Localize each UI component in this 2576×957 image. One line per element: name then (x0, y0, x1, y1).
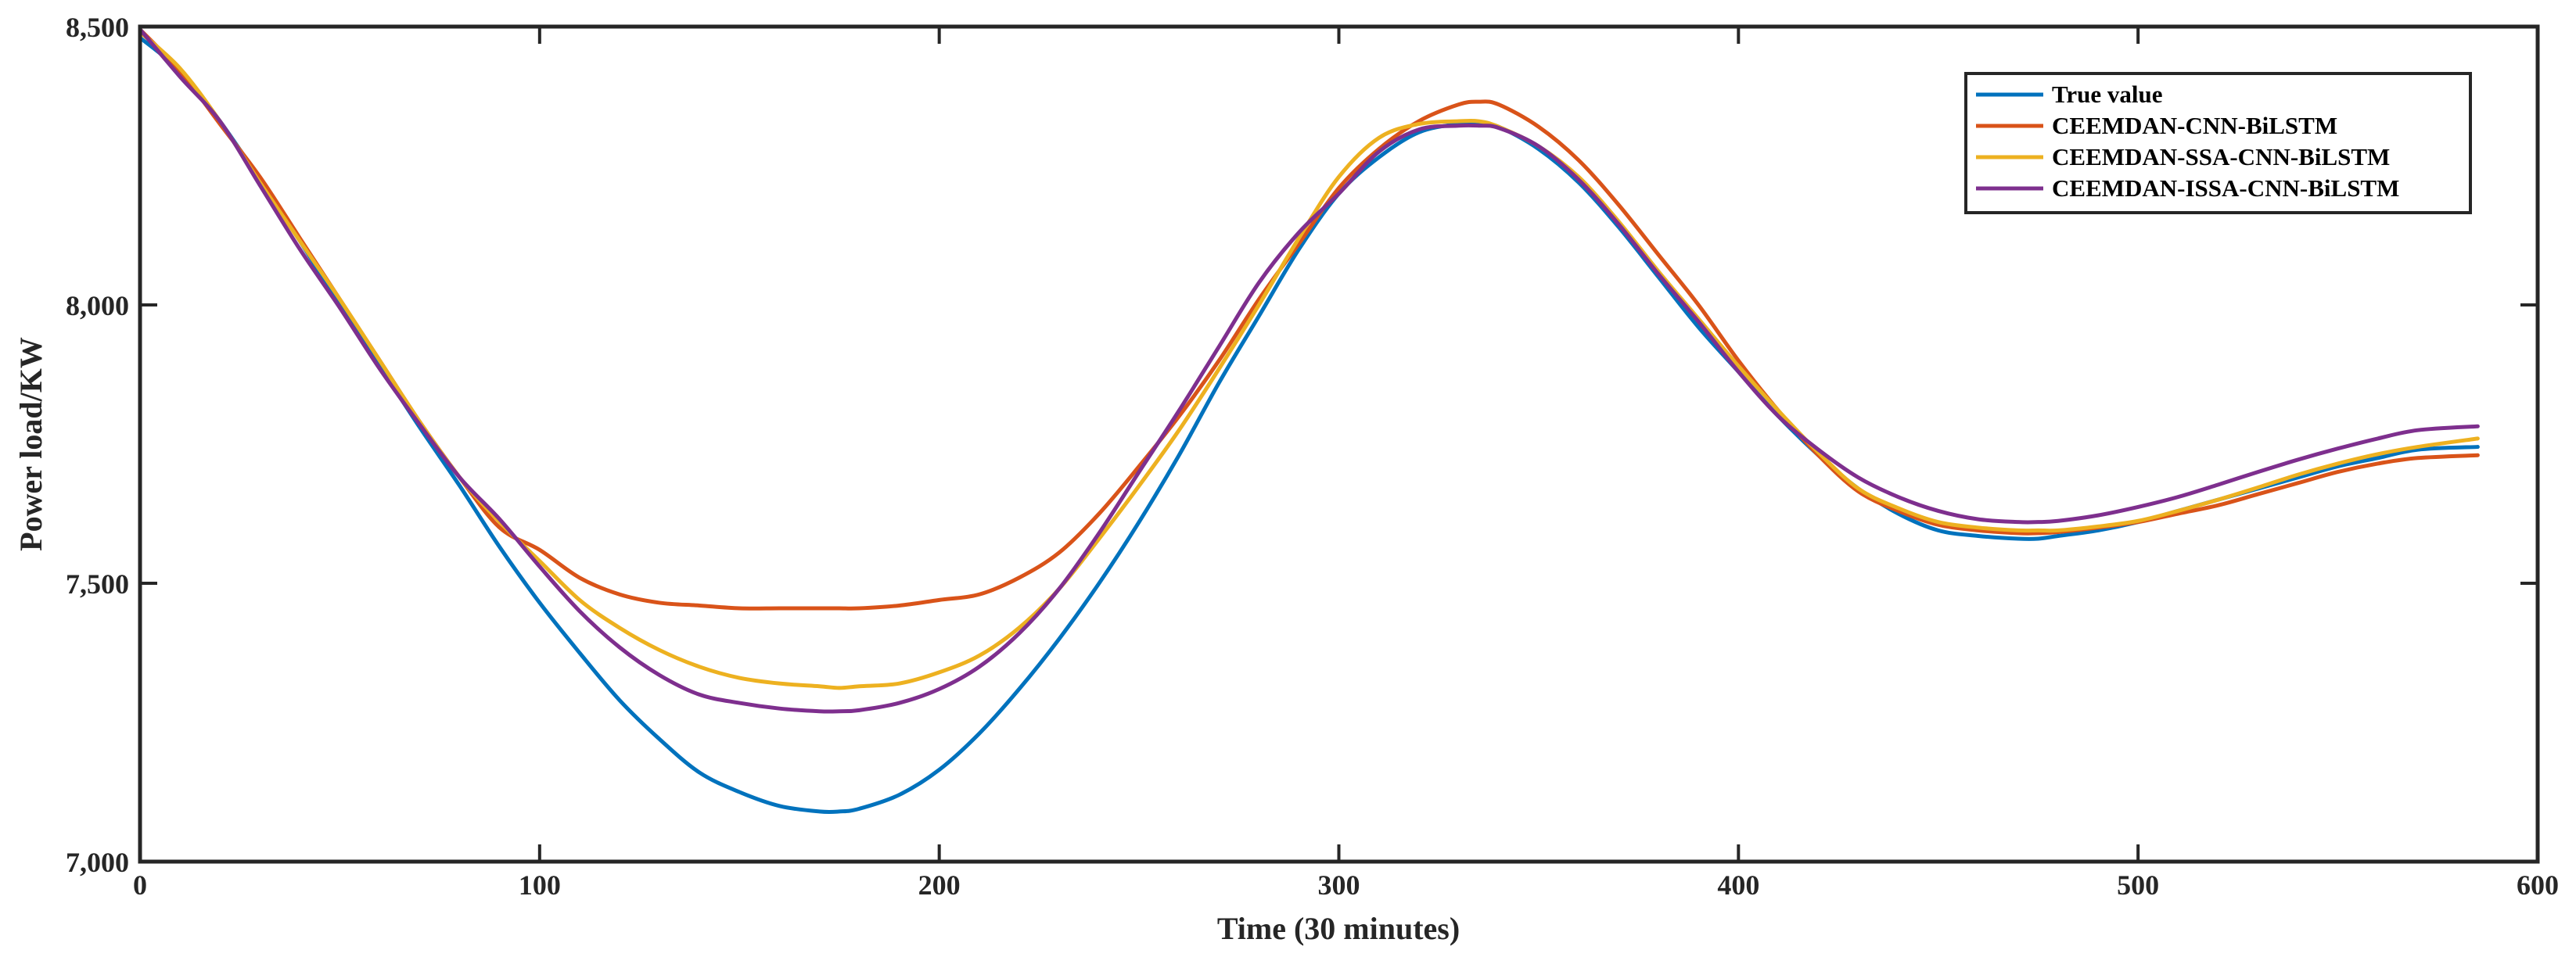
y-axis-label: Power load/KW (13, 337, 49, 551)
y-tick-label: 8,500 (66, 12, 129, 43)
x-tick-label: 600 (2517, 869, 2559, 901)
series-line-ceemdan-issa-cnn-bilstm (138, 27, 2480, 714)
y-tick-label: 7,500 (66, 568, 129, 600)
x-tick-label: 400 (1717, 869, 1759, 901)
legend-label: True value (2052, 81, 2163, 108)
x-tick-label: 100 (519, 869, 561, 901)
legend-box (1964, 72, 2472, 214)
legend-label: CEEMDAN-ISSA-CNN-BiLSTM (2052, 174, 2399, 202)
x-tick-label: 200 (918, 869, 961, 901)
x-axis-label: Time (30 minutes) (1217, 911, 1460, 946)
series-layer (138, 27, 2480, 815)
series-line-true-value (138, 35, 2480, 815)
y-tick-label: 7,000 (66, 847, 129, 878)
x-tick-label: 300 (1318, 869, 1360, 901)
y-tick-label: 8,000 (66, 290, 129, 321)
x-tick-label: 0 (133, 869, 147, 901)
legend-label: CEEMDAN-SSA-CNN-BiLSTM (2052, 143, 2390, 170)
tick-layer: 0 100 200 300 400 500 600 7,000 7,500 8,000 8,500 (66, 12, 2559, 901)
x-tick-label: 500 (2117, 869, 2159, 901)
series-line-ceemdan-cnn-bilstm (138, 27, 2480, 611)
legend-label: CEEMDAN-CNN-BiLSTM (2052, 112, 2337, 139)
legend: True value CEEMDAN-CNN-BiLSTM CEEMDAN-SSA-… (1964, 72, 2472, 214)
